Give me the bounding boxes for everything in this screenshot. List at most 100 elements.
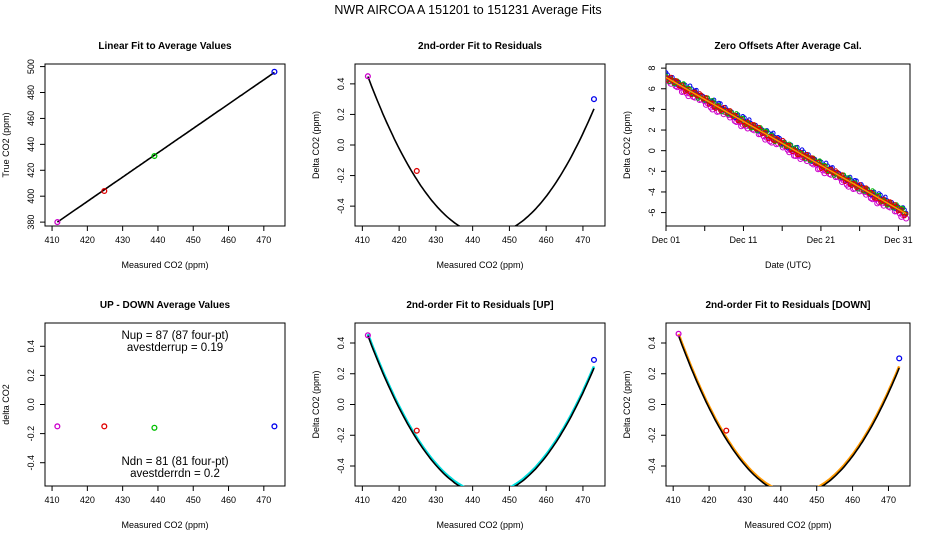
fit-curve [367, 76, 595, 226]
fit-curve [367, 335, 595, 486]
chart-panel-p3: Zero Offsets After Average Cal. Date (UTC… [622, 41, 913, 270]
data-point [751, 122, 757, 127]
data-point [708, 100, 714, 106]
x-tick-label: 440 [150, 495, 165, 505]
y-tick-label: 380 [26, 215, 36, 230]
y-tick-label: -0.2 [647, 427, 657, 443]
x-tick-label: 430 [115, 235, 130, 245]
x-tick-label: 470 [256, 235, 271, 245]
x-tick-label: 450 [809, 495, 824, 505]
x-axis-label: Measured CO2 (ppm) [744, 520, 831, 530]
data-point [727, 108, 733, 113]
y-tick-label: 0.4 [336, 337, 346, 350]
y-tick-label: 2 [647, 128, 657, 133]
y-tick-label: -2 [647, 167, 657, 175]
x-tick-label: 410 [45, 235, 60, 245]
data-point [271, 423, 278, 430]
data-point [804, 151, 810, 157]
annotation-avestderrup: avestderrup = 0.19 [127, 342, 223, 354]
y-tick-label: 0.4 [647, 337, 657, 350]
x-axis-label: Measured CO2 (ppm) [121, 520, 208, 530]
y-tick-label: -6 [647, 209, 657, 217]
y-tick-label: 0 [647, 148, 657, 153]
data-point [703, 95, 709, 100]
y-axis-label: Delta CO2 (ppm) [311, 370, 321, 438]
annotation-ndn: Ndn = 81 (81 four-pt) [121, 456, 228, 468]
x-tick-label: Dec 01 [652, 235, 681, 245]
plot-frame [354, 63, 606, 227]
plot-area [364, 73, 598, 226]
x-tick-label: 410 [355, 495, 370, 505]
x-tick-label: 470 [575, 495, 590, 505]
x-tick-label: 420 [392, 235, 407, 245]
x-tick-label: 470 [575, 235, 590, 245]
y-tick-label: -0.4 [336, 198, 346, 214]
data-point [271, 68, 278, 75]
y-tick-label: -0.2 [336, 168, 346, 184]
data-point [413, 427, 420, 434]
figure-title: NWR AIRCOA A 151201 to 151231 Average Fi… [334, 3, 601, 17]
data-point [896, 355, 903, 362]
y-tick-label: -0.4 [647, 458, 657, 474]
annotation-nup: Nup = 87 (87 four-pt) [121, 330, 228, 342]
y-tick-label: 420 [26, 163, 36, 178]
data-point [151, 152, 158, 160]
y-tick-label: 0.0 [336, 139, 346, 152]
data-point [590, 356, 598, 363]
plot-area [666, 70, 910, 222]
fit-curve [677, 335, 900, 486]
data-point [413, 167, 420, 175]
data-point [844, 177, 850, 183]
x-tick-label: 440 [150, 235, 165, 245]
plot-frame [354, 322, 606, 487]
annotation-avestderrdn: avestderrdn = 0.2 [130, 468, 220, 480]
y-tick-label: 0.0 [26, 398, 36, 411]
chart-panel-p5: 2nd-order Fit to Residuals [UP] Measured … [311, 300, 606, 530]
trend-line [666, 76, 907, 215]
plot-frame [44, 63, 286, 227]
x-tick-label: 420 [80, 495, 95, 505]
x-tick-label: 450 [186, 495, 201, 505]
y-tick-label: 6 [647, 86, 657, 91]
x-tick-label: 460 [221, 235, 236, 245]
plot-area [675, 330, 903, 486]
x-tick-label: 470 [881, 495, 896, 505]
data-point [675, 330, 682, 337]
y-tick-label: -0.2 [26, 426, 36, 442]
x-tick-label: 440 [773, 495, 788, 505]
x-tick-label: 440 [465, 235, 480, 245]
x-tick-label: 460 [221, 495, 236, 505]
x-tick-label: 430 [737, 495, 752, 505]
plot-area [364, 332, 598, 486]
data-point [151, 424, 158, 431]
plot-area [54, 68, 278, 226]
x-tick-label: 430 [428, 495, 443, 505]
y-tick-label: -4 [647, 188, 657, 196]
chart-panel-p1: Linear Fit to Average Values Measured CO2… [1, 41, 286, 270]
x-tick-label: 410 [666, 495, 681, 505]
x-axis-label: Measured CO2 (ppm) [436, 260, 523, 270]
panel-title: Linear Fit to Average Values [98, 41, 232, 52]
x-tick-label: 420 [392, 495, 407, 505]
plot-area [54, 423, 278, 431]
x-tick-label: 470 [256, 495, 271, 505]
data-point [817, 162, 822, 167]
y-axis-label: Delta CO2 (ppm) [311, 111, 321, 179]
x-tick-label: 410 [355, 235, 370, 245]
y-tick-label: 460 [26, 111, 36, 126]
data-point [723, 427, 730, 434]
data-point [887, 199, 893, 204]
data-point [839, 172, 845, 177]
data-point [101, 187, 108, 195]
plot-frame [665, 63, 911, 227]
fit-curve [56, 71, 275, 223]
y-tick-label: 400 [26, 189, 36, 204]
x-tick-label: 450 [502, 495, 517, 505]
plot-frame [665, 322, 911, 487]
panel-title: UP - DOWN Average Values [100, 300, 231, 311]
x-tick-label: 420 [80, 235, 95, 245]
x-tick-label: Dec 11 [730, 235, 758, 245]
x-tick-label: 410 [45, 495, 60, 505]
data-point [793, 148, 798, 154]
